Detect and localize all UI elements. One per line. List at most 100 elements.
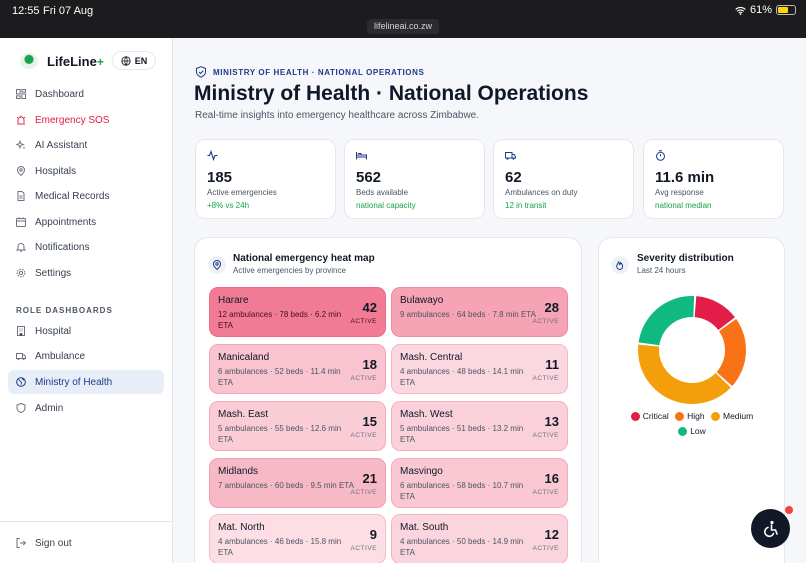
gear-icon bbox=[16, 268, 26, 278]
donut-segment-low[interactable] bbox=[638, 296, 695, 346]
accessibility-button[interactable] bbox=[751, 509, 790, 548]
shield-icon bbox=[16, 403, 26, 413]
url-bar[interactable]: lifelineai.co.zw bbox=[367, 19, 439, 34]
status-bar: 12:55 Fri 07 Aug lifelineai.co.zw 61% bbox=[0, 0, 806, 38]
province-active-count: 42 bbox=[362, 300, 377, 315]
sidebar-item-ambulance[interactable]: Ambulance bbox=[8, 344, 164, 368]
province-tile-mash-east[interactable]: Mash. East 5 ambulances · 55 beds · 12.6… bbox=[209, 401, 386, 451]
language-toggle[interactable]: EN bbox=[112, 51, 156, 70]
map-pin-icon bbox=[16, 166, 26, 176]
province-tile-manicaland[interactable]: Manicaland 6 ambulances · 52 beds · 11.4… bbox=[209, 344, 386, 394]
province-active-count: 21 bbox=[362, 471, 377, 486]
province-details: 9 ambulances · 64 beds · 7.8 min ETA bbox=[400, 310, 536, 319]
sidebar-item-appointments[interactable]: Appointments bbox=[8, 210, 164, 234]
sidebar-item-label: Ministry of Health bbox=[35, 376, 113, 388]
legend-item-low: Low bbox=[678, 425, 706, 438]
severity-subtitle: Last 24 hours bbox=[637, 266, 686, 275]
sign-out-button[interactable]: Sign out bbox=[8, 531, 164, 555]
sidebar-item-medical-records[interactable]: Medical Records bbox=[8, 184, 164, 208]
province-tile-mash-west[interactable]: Mash. West 5 ambulances · 51 beds · 13.2… bbox=[391, 401, 568, 451]
sidebar-item-notifications[interactable]: Notifications bbox=[8, 235, 164, 259]
province-tile-midlands[interactable]: Midlands 7 ambulances · 60 beds · 9.5 mi… bbox=[209, 458, 386, 508]
severity-card: Severity distribution Last 24 hours bbox=[598, 237, 785, 563]
kpi-label: Beds available bbox=[356, 188, 409, 197]
legend-item-critical: Critical bbox=[630, 410, 669, 423]
province-details: 6 ambulances · 58 beds · 10.7 min ETA bbox=[400, 481, 524, 501]
province-details: 4 ambulances · 48 beds · 14.1 min ETA bbox=[400, 367, 524, 387]
sidebar-item-label: Emergency SOS bbox=[35, 114, 110, 126]
globe-icon bbox=[16, 377, 26, 387]
language-label: EN bbox=[134, 55, 148, 66]
severity-legend: Critical High Medium Low bbox=[600, 410, 784, 440]
sidebar-item-label: AI Assistant bbox=[35, 139, 88, 151]
province-tile-mat-south[interactable]: Mat. South 4 ambulances · 50 beds · 14.9… bbox=[391, 514, 568, 563]
donut-segment-medium[interactable] bbox=[638, 344, 731, 404]
active-label: ACTIVE bbox=[532, 432, 559, 439]
province-name: Midlands bbox=[218, 466, 259, 477]
sidebar-item-admin[interactable]: Admin bbox=[8, 396, 164, 420]
province-tile-masvingo[interactable]: Masvingo 6 ambulances · 58 beds · 10.7 m… bbox=[391, 458, 568, 508]
wifi-icon bbox=[735, 6, 746, 15]
province-tile-bulawayo[interactable]: Bulawayo 9 ambulances · 64 beds · 7.8 mi… bbox=[391, 287, 568, 337]
province-tile-mat-north[interactable]: Mat. North 4 ambulances · 46 beds · 15.8… bbox=[209, 514, 386, 563]
brand-name: LifeLine+ bbox=[47, 54, 104, 69]
sidebar-item-hospital[interactable]: Hospital bbox=[8, 319, 164, 343]
province-active-count: 13 bbox=[544, 414, 559, 429]
kpi-label: Active emergencies bbox=[207, 188, 277, 197]
kpi-value: 185 bbox=[207, 169, 233, 186]
province-name: Mash. West bbox=[400, 409, 453, 420]
sidebar-item-emergency-sos[interactable]: Emergency SOS bbox=[8, 108, 164, 132]
battery-level bbox=[778, 7, 788, 13]
province-active-count: 9 bbox=[369, 527, 377, 542]
legend-dot bbox=[630, 412, 640, 421]
sidebar-item-label: Notifications bbox=[35, 241, 90, 253]
sidebar-item-label: Dashboard bbox=[35, 88, 84, 100]
legend-dot bbox=[675, 412, 685, 421]
legend-label: High bbox=[687, 411, 705, 421]
sidebar-item-ministry-of-health[interactable]: Ministry of Health bbox=[8, 370, 164, 394]
sidebar-item-dashboard[interactable]: Dashboard bbox=[8, 82, 164, 106]
sidebar-item-settings[interactable]: Settings bbox=[8, 261, 164, 285]
legend-dot bbox=[710, 412, 720, 421]
sidebar-item-hospitals[interactable]: Hospitals bbox=[8, 159, 164, 183]
legend-item-high: High bbox=[675, 410, 705, 423]
donut-segment-critical[interactable] bbox=[694, 296, 735, 330]
province-active-count: 12 bbox=[544, 527, 559, 542]
legend-label: Critical bbox=[642, 411, 669, 421]
province-details: 12 ambulances · 78 beds · 6.2 min ETA bbox=[218, 310, 342, 330]
sidebar-item-label: Ambulance bbox=[35, 350, 86, 362]
brand[interactable]: LifeLine+ bbox=[20, 53, 104, 69]
status-indicators: 61% bbox=[735, 4, 796, 16]
active-label: ACTIVE bbox=[532, 545, 559, 552]
kpi-card-avg-response: 11.6 min Avg response national median bbox=[643, 139, 784, 219]
severity-donut-chart bbox=[638, 296, 746, 404]
province-tile-harare[interactable]: Harare 12 ambulances · 78 beds · 6.2 min… bbox=[209, 287, 386, 337]
calendar-icon bbox=[16, 217, 26, 227]
donut-segment-high[interactable] bbox=[716, 319, 746, 387]
province-name: Manicaland bbox=[218, 352, 270, 363]
province-details: 4 ambulances · 50 beds · 14.9 min ETA bbox=[400, 537, 524, 557]
kpi-value: 62 bbox=[505, 169, 522, 186]
building-icon bbox=[16, 326, 26, 336]
bell-icon bbox=[16, 242, 26, 252]
kpi-label: Avg response bbox=[655, 188, 704, 197]
sidebar-item-label: Hospitals bbox=[35, 165, 77, 177]
heatmap-title: National emergency heat map bbox=[233, 253, 375, 264]
legend-dot bbox=[678, 427, 688, 436]
province-active-count: 15 bbox=[362, 414, 377, 429]
document-icon bbox=[16, 191, 26, 201]
province-name: Mat. North bbox=[218, 522, 265, 533]
province-active-count: 28 bbox=[544, 300, 559, 315]
page-subtitle: Real-time insights into emergency health… bbox=[195, 110, 480, 121]
active-label: ACTIVE bbox=[350, 375, 377, 382]
province-details: 5 ambulances · 51 beds · 13.2 min ETA bbox=[400, 424, 524, 444]
sign-out-label: Sign out bbox=[35, 537, 72, 549]
active-label: ACTIVE bbox=[350, 318, 377, 325]
active-label: ACTIVE bbox=[532, 489, 559, 496]
province-tile-mash-central[interactable]: Mash. Central 4 ambulances · 48 beds · 1… bbox=[391, 344, 568, 394]
flame-icon bbox=[611, 256, 629, 274]
activity-icon bbox=[207, 150, 218, 161]
status-time: 12:55 bbox=[12, 5, 40, 17]
sidebar-item-ai-assistant[interactable]: AI Assistant bbox=[8, 133, 164, 157]
page-title: Ministry of Health · National Operations bbox=[194, 82, 589, 105]
